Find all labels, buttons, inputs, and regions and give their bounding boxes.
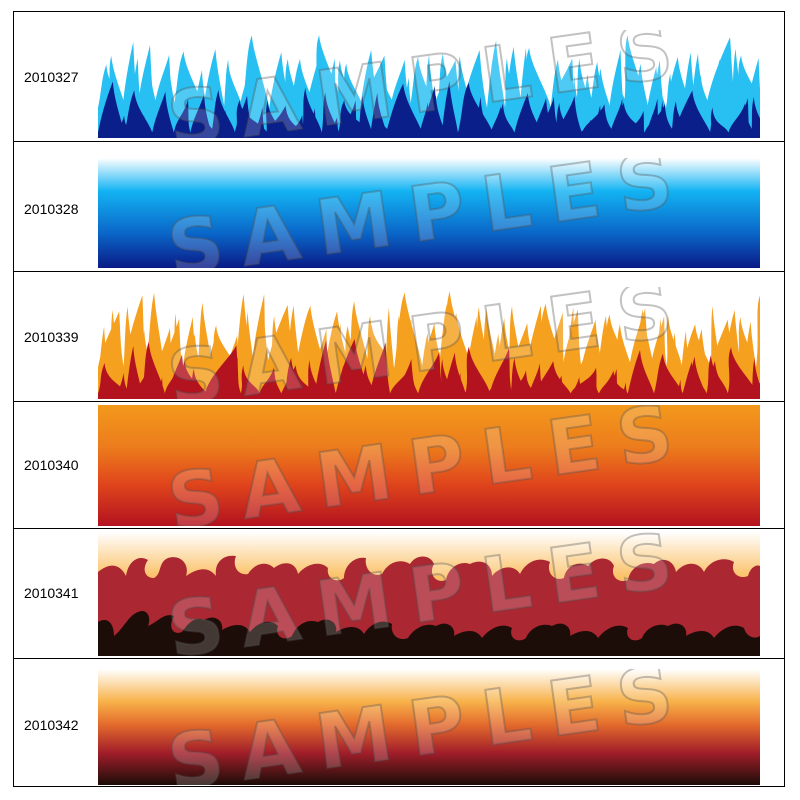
- swatch-row-2010327: 2010327 SAMPLES: [14, 12, 784, 142]
- watermark: SAMPLES: [161, 405, 696, 526]
- swatch-row-2010328: 2010328 SAMPLES: [14, 142, 784, 272]
- flame-graphic: [98, 30, 760, 138]
- swatch-image-dark-gradient: SAMPLES: [98, 669, 760, 785]
- swatch-image-red-flames: SAMPLES: [98, 287, 760, 399]
- watermark: SAMPLES: [161, 669, 696, 785]
- swatch-code: 2010340: [24, 457, 79, 473]
- swatch-code: 2010327: [24, 69, 79, 85]
- swatch-code: 2010328: [24, 201, 79, 217]
- swatch-row-2010342: 2010342 SAMPLES: [14, 659, 784, 788]
- swatch-row-2010340: 2010340 SAMPLES: [14, 402, 784, 529]
- flame-graphic: [98, 287, 760, 399]
- swatch-code: 2010341: [24, 585, 79, 601]
- swatch-image-blue-gradient: SAMPLES: [98, 158, 760, 268]
- curl-flame-graphic: [98, 532, 760, 656]
- swatch-code: 2010342: [24, 717, 79, 733]
- swatch-row-2010341: 2010341 SAMPLES: [14, 529, 784, 659]
- swatch-sheet: 2010327 SAMPLES 2010328 SAMPLES 2010339 …: [13, 11, 785, 787]
- swatch-row-2010339: 2010339 SAMPLES: [14, 272, 784, 402]
- swatch-image-blue-flames: SAMPLES: [98, 30, 760, 138]
- swatch-image-orange-gradient: SAMPLES: [98, 405, 760, 526]
- swatch-image-curl-flames: SAMPLES: [98, 532, 760, 656]
- swatch-code: 2010339: [24, 329, 79, 345]
- watermark: SAMPLES: [161, 158, 696, 268]
